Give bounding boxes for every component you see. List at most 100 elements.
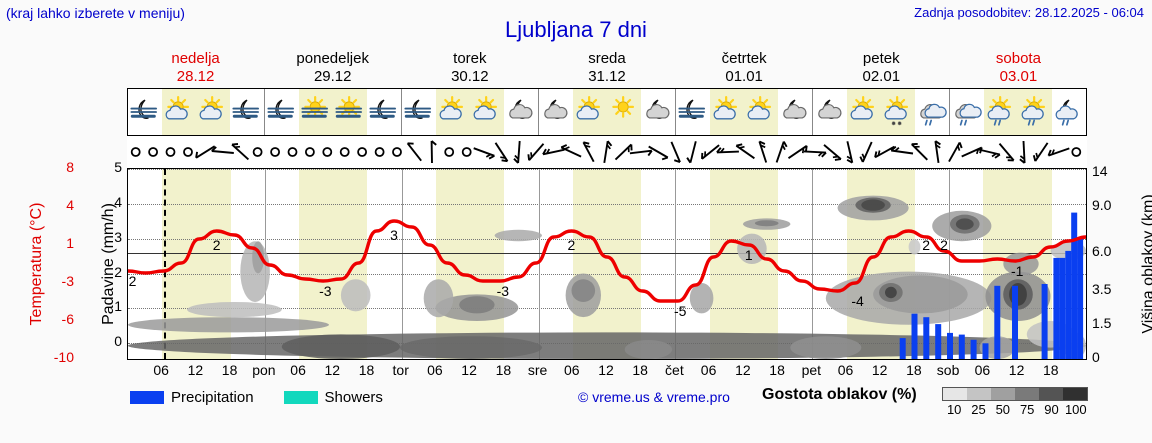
day-date: 29.12 bbox=[313, 68, 352, 85]
weather-icon-moon-cloud bbox=[504, 89, 538, 135]
x-tick-label: 06 bbox=[564, 362, 580, 378]
weather-icon-sun-wind bbox=[333, 89, 367, 135]
x-tick-label: sob bbox=[936, 362, 960, 378]
weather-icon-moon-wind bbox=[676, 89, 710, 135]
temperature-tick: -6 bbox=[61, 311, 74, 327]
temperature-point-label: 2 bbox=[567, 237, 576, 253]
legend-label-showers: Showers bbox=[324, 388, 383, 406]
x-tick-label: 12 bbox=[598, 362, 614, 378]
x-tick-label: pon bbox=[252, 362, 276, 378]
weather-icon-sun-cloud bbox=[847, 89, 881, 135]
legend-item-showers: Showers bbox=[283, 388, 383, 406]
x-tick-label: čet bbox=[665, 362, 684, 378]
day-name: torek bbox=[453, 50, 487, 67]
current-time-marker bbox=[163, 169, 166, 359]
cloud-height-axis-label: Višina oblakov (km) bbox=[1140, 194, 1152, 334]
precipitation-tick: 2 bbox=[114, 263, 122, 280]
cloud-density-tick: 25 bbox=[971, 402, 986, 417]
cloud-height-tick: 0 bbox=[1092, 349, 1100, 365]
x-tick-label: 12 bbox=[871, 362, 888, 378]
cloud-height-tick: 6.0 bbox=[1092, 242, 1112, 259]
day-divider bbox=[949, 169, 951, 359]
x-tick-label: 18 bbox=[358, 362, 375, 378]
day-date: 30.12 bbox=[451, 68, 489, 85]
weather-icon-moon-cloud bbox=[813, 89, 847, 135]
cloud-density-step-2 bbox=[991, 388, 1015, 400]
cloud-height-axis-ticks: 14 9.0 6.0 3.5 1.5 0 bbox=[1090, 163, 1124, 365]
icon-day-1 bbox=[265, 89, 402, 135]
day-header-4: četrtek 01.01 bbox=[676, 50, 813, 88]
temperature-point-label: 2 bbox=[940, 237, 948, 253]
h-gridline bbox=[128, 238, 1086, 240]
weather-icon-sun-cloud bbox=[196, 89, 230, 135]
day-header-0: nedelja 28.12 bbox=[127, 50, 264, 88]
precipitation-tick: 3 bbox=[114, 228, 122, 245]
cloud-height-tick: 14 bbox=[1092, 162, 1108, 179]
cloud-density-step-5 bbox=[1063, 388, 1087, 400]
weather-icon-moon-cloud bbox=[641, 89, 675, 135]
h-gridline bbox=[128, 203, 1086, 205]
x-tick-label: pet bbox=[801, 362, 822, 378]
x-tick-label: 06 bbox=[153, 362, 169, 378]
weather-icon-moon-wind bbox=[402, 89, 436, 135]
day-name: sobota bbox=[995, 50, 1041, 67]
weather-icon-sun-cloud bbox=[162, 89, 196, 135]
temperature-point-label: -5 bbox=[674, 303, 687, 319]
day-date: 28.12 bbox=[176, 68, 215, 85]
forecast-plot: -2 2 -3 3 -3 2 -5 1 -4 2 -1 2 bbox=[127, 168, 1087, 360]
cloud-density-tick: 90 bbox=[1044, 402, 1059, 417]
day-name: nedelja bbox=[171, 50, 220, 67]
cloud-density-step-1 bbox=[967, 388, 991, 400]
temperature-point-label: -3 bbox=[496, 283, 510, 299]
x-tick-label: 06 bbox=[974, 362, 991, 378]
weather-icon-moon-wind bbox=[265, 89, 299, 135]
weather-icon-sun-cloud bbox=[470, 89, 504, 135]
icon-day-5: ✹ ✹ bbox=[813, 89, 950, 135]
cloud-density-tick: 100 bbox=[1064, 402, 1087, 417]
daylight-band-3 bbox=[572, 169, 642, 359]
icon-day-6 bbox=[950, 89, 1086, 135]
precipitation-tick: 5 bbox=[114, 159, 122, 175]
cloud-height-tick: 3.5 bbox=[1092, 280, 1112, 297]
x-tick-label: 18 bbox=[906, 362, 922, 378]
weather-icon-moon-wind bbox=[367, 89, 401, 135]
day-header-3: sreda 31.12 bbox=[538, 50, 675, 88]
x-tick-label: 12 bbox=[735, 362, 751, 378]
day-header-2: torek 30.12 bbox=[401, 50, 538, 88]
showers-swatch bbox=[283, 390, 318, 404]
temperature-tick: 4 bbox=[66, 197, 74, 213]
day-date: 01.01 bbox=[725, 68, 763, 85]
day-divider bbox=[675, 169, 677, 359]
x-tick-label: 06 bbox=[290, 362, 306, 378]
temperature-point-label: 1 bbox=[744, 247, 753, 263]
day-date: 31.12 bbox=[588, 68, 626, 85]
cloud-density-step-0 bbox=[943, 388, 967, 400]
weather-icon-sun-cloud bbox=[710, 89, 744, 135]
cloud-density-tick: 10 bbox=[946, 402, 962, 417]
h-gridline bbox=[128, 273, 1086, 275]
x-tick-label: 06 bbox=[837, 362, 854, 378]
x-axis-ticks: 06 12 18 pon 06 12 18 tor 06 12 18 sre 06 12 18 čet 06 12… bbox=[127, 362, 1087, 382]
x-tick-label: tor bbox=[392, 362, 409, 378]
precipitation-tick: 1 bbox=[114, 298, 122, 315]
icon-day-3 bbox=[539, 89, 676, 135]
weather-icon-sun-wind bbox=[299, 89, 333, 135]
temperature-tick: 8 bbox=[66, 159, 74, 175]
weather-icon-sun-cloud bbox=[436, 89, 470, 135]
precipitation-tick: 0 bbox=[114, 333, 122, 350]
x-tick-label: 18 bbox=[495, 362, 512, 378]
cloud-density-gradient bbox=[942, 387, 1088, 401]
cloud-density-legend-ticks: 10 25 50 75 90 100 bbox=[942, 402, 1092, 420]
temperature-axis-ticks: 8 4 1 -3 -6 -10 bbox=[34, 159, 76, 365]
x-tick-label: 12 bbox=[1008, 362, 1025, 378]
temperature-point-label: 3 bbox=[390, 227, 398, 243]
h-gridline bbox=[128, 308, 1086, 310]
weather-icon-moon-cloud bbox=[778, 89, 812, 135]
legend-label-precipitation: Precipitation bbox=[171, 388, 254, 406]
h-gridline bbox=[128, 169, 1086, 170]
temperature-point-label: -2 bbox=[128, 273, 137, 289]
cloud-height-tick: 9.0 bbox=[1092, 197, 1112, 213]
x-tick-label: 18 bbox=[632, 362, 648, 378]
weather-icon-sun bbox=[607, 89, 641, 135]
weather-icon-cloud-rain bbox=[915, 89, 949, 135]
